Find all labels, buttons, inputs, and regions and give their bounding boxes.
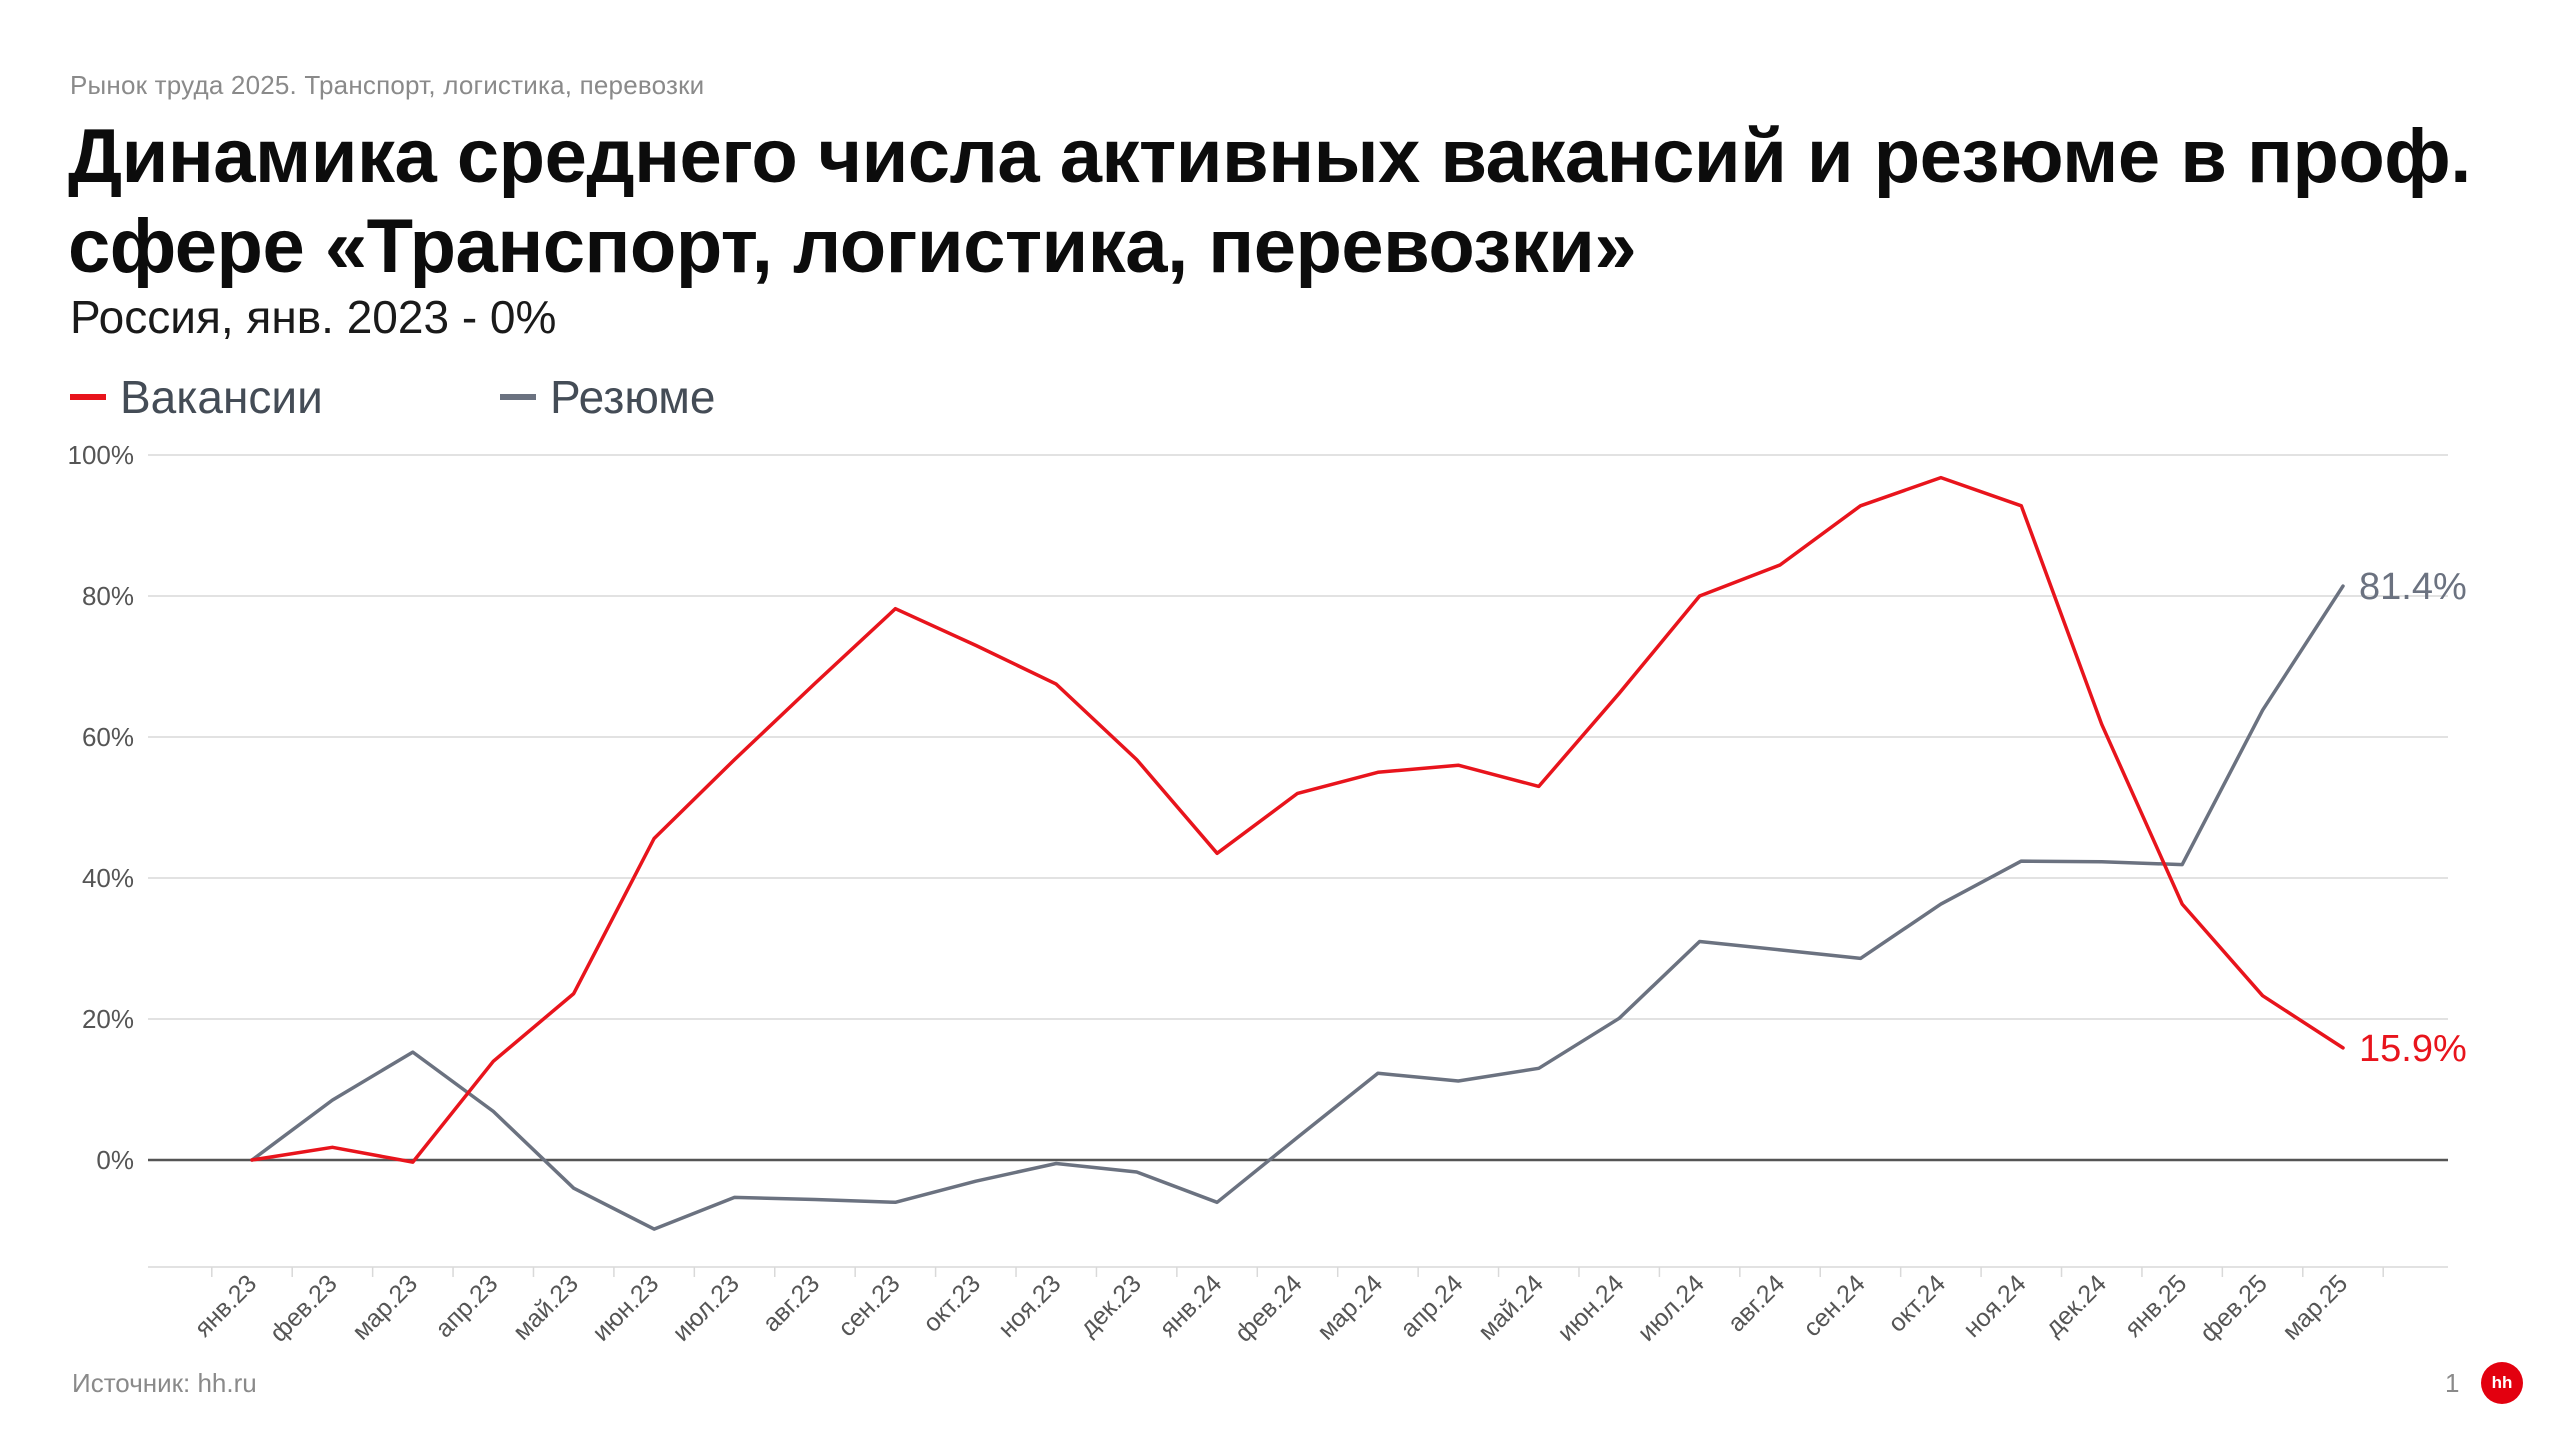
series-lines (250, 475, 2345, 1231)
x-tick-label: апр.24 (1395, 1269, 1469, 1343)
legend-item-vacancies: Вакансии (70, 370, 323, 424)
x-tick-label: дек.23 (1075, 1269, 1147, 1341)
end-label-resumes: 81.4% (2359, 566, 2467, 608)
legend-label-vacancies: Вакансии (120, 371, 323, 423)
x-tick-label: июн.23 (587, 1269, 664, 1346)
x-tick-label: янв.25 (2119, 1269, 2192, 1342)
legend-swatch-vacancies (70, 394, 106, 400)
y-tick-label: 60% (82, 722, 134, 752)
x-tick-label: дек.24 (2040, 1269, 2112, 1341)
x-tick-label: май.23 (508, 1269, 584, 1345)
x-tick-label: фев.25 (2195, 1269, 2273, 1347)
x-tick-label: ноя.23 (993, 1269, 1067, 1343)
x-tick-label: мар.24 (1312, 1269, 1388, 1345)
end-label-vacancies: 15.9% (2359, 1028, 2467, 1070)
x-tick-label: апр.23 (430, 1269, 504, 1343)
y-tick-label: 40% (82, 863, 134, 893)
report-kicker: Рынок труда 2025. Транспорт, логистика, … (70, 70, 705, 100)
y-tick-label: 80% (82, 581, 134, 611)
x-tick-label: май.24 (1473, 1269, 1549, 1345)
series-line-vacancies (250, 475, 2345, 1164)
x-tick-label: мар.25 (2277, 1269, 2353, 1345)
x-tick-label: фев.24 (1230, 1269, 1308, 1347)
x-tick-label: ноя.24 (1958, 1269, 2032, 1343)
legend-swatch-resumes (500, 394, 536, 400)
x-tick-label: авг.24 (1722, 1269, 1790, 1337)
y-tick-label: 20% (82, 1004, 134, 1034)
x-tick-label: окт.24 (1883, 1269, 1951, 1337)
x-axis-ticks: янв.23 фев.23 мар.23 апр.23 май.23 июн.23 июл.… (189, 1267, 2384, 1348)
hh-logo: hh (2481, 1362, 2523, 1404)
x-tick-label: сен.24 (1798, 1269, 1871, 1342)
legend-item-resumes: Резюме (500, 370, 716, 424)
source-note: Источник: hh.ru (72, 1368, 257, 1398)
chart-title: Динамика среднего числа активных ваканси… (68, 114, 2471, 289)
y-tick-label: 0% (96, 1145, 134, 1175)
page-number: 1 (2445, 1368, 2460, 1398)
end-labels: 15.9% 81.4% (2359, 566, 2467, 1070)
x-tick-label: фев.23 (265, 1269, 343, 1347)
y-axis-ticks: 0% 20% 40% 60% 80% 100% (68, 440, 135, 1175)
x-tick-label: июл.24 (1632, 1269, 1710, 1347)
x-tick-label: окт.23 (918, 1269, 986, 1337)
x-tick-label: авг.23 (757, 1269, 825, 1337)
x-tick-label: янв.23 (189, 1269, 262, 1342)
grid-lines (148, 454, 2448, 1268)
x-tick-label: сен.23 (833, 1269, 906, 1342)
y-tick-label: 100% (68, 440, 135, 470)
x-tick-label: мар.23 (347, 1269, 423, 1345)
x-tick-label: июл.23 (667, 1269, 744, 1346)
legend-label-resumes: Резюме (550, 371, 716, 423)
x-tick-label: июн.24 (1552, 1269, 1629, 1346)
x-tick-label: янв.24 (1154, 1269, 1227, 1342)
series-line-resumes (250, 584, 2345, 1231)
chart-subtitle: Россия, янв. 2023 - 0% (70, 291, 557, 343)
